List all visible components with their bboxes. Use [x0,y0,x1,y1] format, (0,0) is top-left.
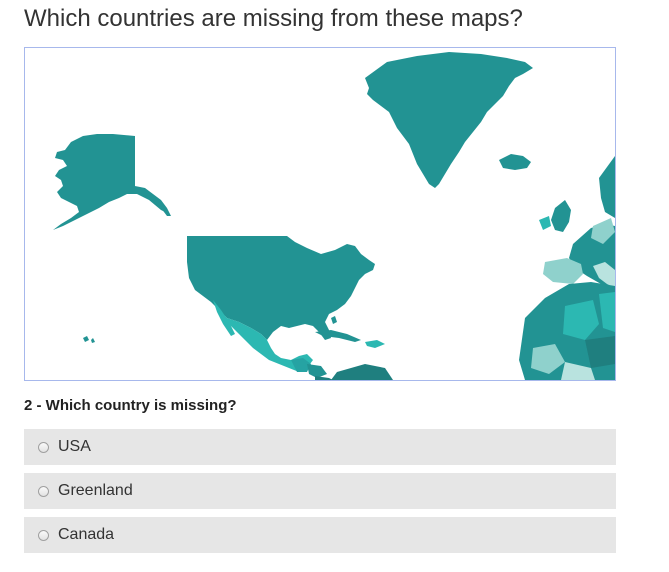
central-america-region [83,316,393,380]
option-greenland[interactable]: Greenland [24,473,616,509]
iceland-island [499,154,531,170]
greenland-region [365,52,533,188]
option-label-greenland: Greenland [58,482,133,499]
south-america-top [331,364,393,380]
british-isles [551,200,571,232]
africa-patch-e [561,362,595,380]
greenland-landmass [365,52,533,188]
central-europe-patch [591,218,615,244]
option-usa[interactable]: USA [24,429,616,465]
ireland-island [539,216,551,230]
africa-patch-d [599,292,615,332]
africa-patch-a [563,300,599,340]
world-map [53,52,615,380]
option-label-usa: USA [58,438,91,455]
option-label-canada: Canada [58,526,115,543]
radio-button-usa[interactable] [38,441,49,453]
honduras-area [307,364,327,378]
africa-patch-b [585,336,615,368]
cuba-island [315,330,361,342]
mexico-region [219,310,313,372]
option-canada[interactable]: Canada [24,517,616,553]
radio-button-canada[interactable] [38,529,49,541]
alaska-mainland [53,134,167,230]
hawaii-islands [83,336,95,343]
alaska-panhandle [135,186,171,216]
usa-region [187,236,375,340]
guatemala-area [291,358,311,372]
scandinavia-area [599,156,615,218]
bahamas-islands [331,316,337,324]
baja-california [213,300,235,336]
africa-patch-c [531,344,565,374]
iberia-area [543,258,583,284]
nicaragua-area [315,376,333,380]
europe-africa-region [519,156,615,380]
page-title: Which countries are missing from these m… [24,5,523,32]
alaska-region [53,134,171,230]
italy-area [593,262,615,288]
map-frame [24,47,616,381]
radio-button-greenland[interactable] [38,485,49,497]
hispaniola-island [365,340,385,348]
question-label: 2 - Which country is missing? [24,397,237,414]
